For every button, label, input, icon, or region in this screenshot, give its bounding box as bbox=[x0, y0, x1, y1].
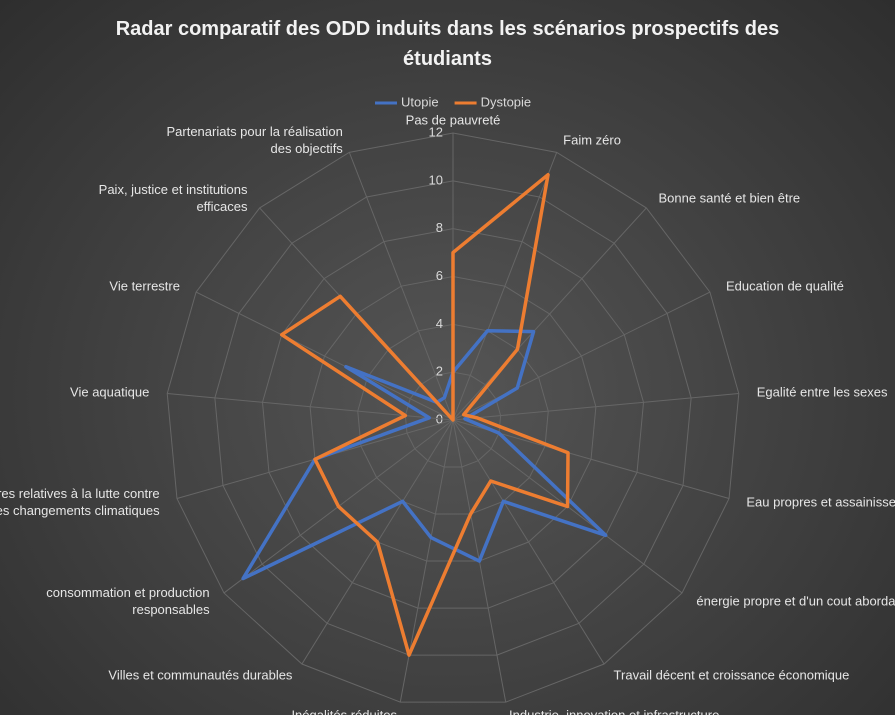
grid-line bbox=[404, 371, 502, 468]
category-label: Mesures relatives à la lutte contre les … bbox=[0, 486, 160, 519]
category-label: Pas de pauvreté bbox=[405, 112, 501, 128]
category-label: Eau propres et assainissement bbox=[746, 494, 895, 510]
r-tick-label: 8 bbox=[436, 220, 443, 235]
r-tick-label: 2 bbox=[436, 364, 443, 379]
category-label: énergie propre et d'un cout abordable bbox=[696, 593, 895, 609]
r-tick-label: 10 bbox=[429, 172, 443, 187]
grid-line bbox=[261, 228, 645, 609]
legend-label: Dystopie bbox=[481, 94, 532, 109]
r-tick-label: 6 bbox=[436, 268, 443, 283]
category-label: Inégalités réduites bbox=[291, 707, 397, 715]
category-label: Paix, justice et institutions efficaces bbox=[98, 182, 248, 215]
category-label: Partenariats pour la réalisation des obj… bbox=[166, 124, 343, 157]
category-label: Education de qualité bbox=[726, 278, 844, 294]
chart-title: Radar comparatif des ODD induits dans le… bbox=[115, 18, 780, 70]
category-label: Faim zéro bbox=[563, 132, 621, 148]
category-label: consommation et production responsables bbox=[46, 584, 210, 617]
axis-line bbox=[452, 419, 605, 665]
axis-line bbox=[452, 291, 711, 421]
category-label: Vie aquatique bbox=[70, 384, 150, 400]
r-tick-label: 12 bbox=[429, 124, 443, 139]
axis-line bbox=[195, 291, 454, 421]
category-label: Travail décent et croissance économique bbox=[613, 667, 850, 683]
grid-line bbox=[166, 132, 740, 703]
legend-label: Utopie bbox=[401, 94, 439, 109]
r-tick-label: 4 bbox=[436, 316, 443, 331]
series-line bbox=[241, 329, 608, 581]
category-label: Vie terrestre bbox=[109, 278, 180, 294]
category-label: Bonne santé et bien être bbox=[658, 190, 801, 206]
category-label: Industrie, innovation et infrastructure bbox=[509, 707, 720, 715]
category-label: Villes et communautés durables bbox=[108, 667, 293, 683]
axis-line bbox=[452, 207, 647, 421]
category-label: Egalité entre les sexes bbox=[756, 384, 888, 400]
axis-line bbox=[452, 152, 558, 421]
axis-line bbox=[348, 152, 454, 421]
grid-line bbox=[309, 275, 597, 562]
axis-line bbox=[452, 393, 739, 421]
grid-line bbox=[214, 180, 692, 656]
series-line bbox=[279, 172, 570, 657]
grid-line bbox=[357, 323, 549, 515]
